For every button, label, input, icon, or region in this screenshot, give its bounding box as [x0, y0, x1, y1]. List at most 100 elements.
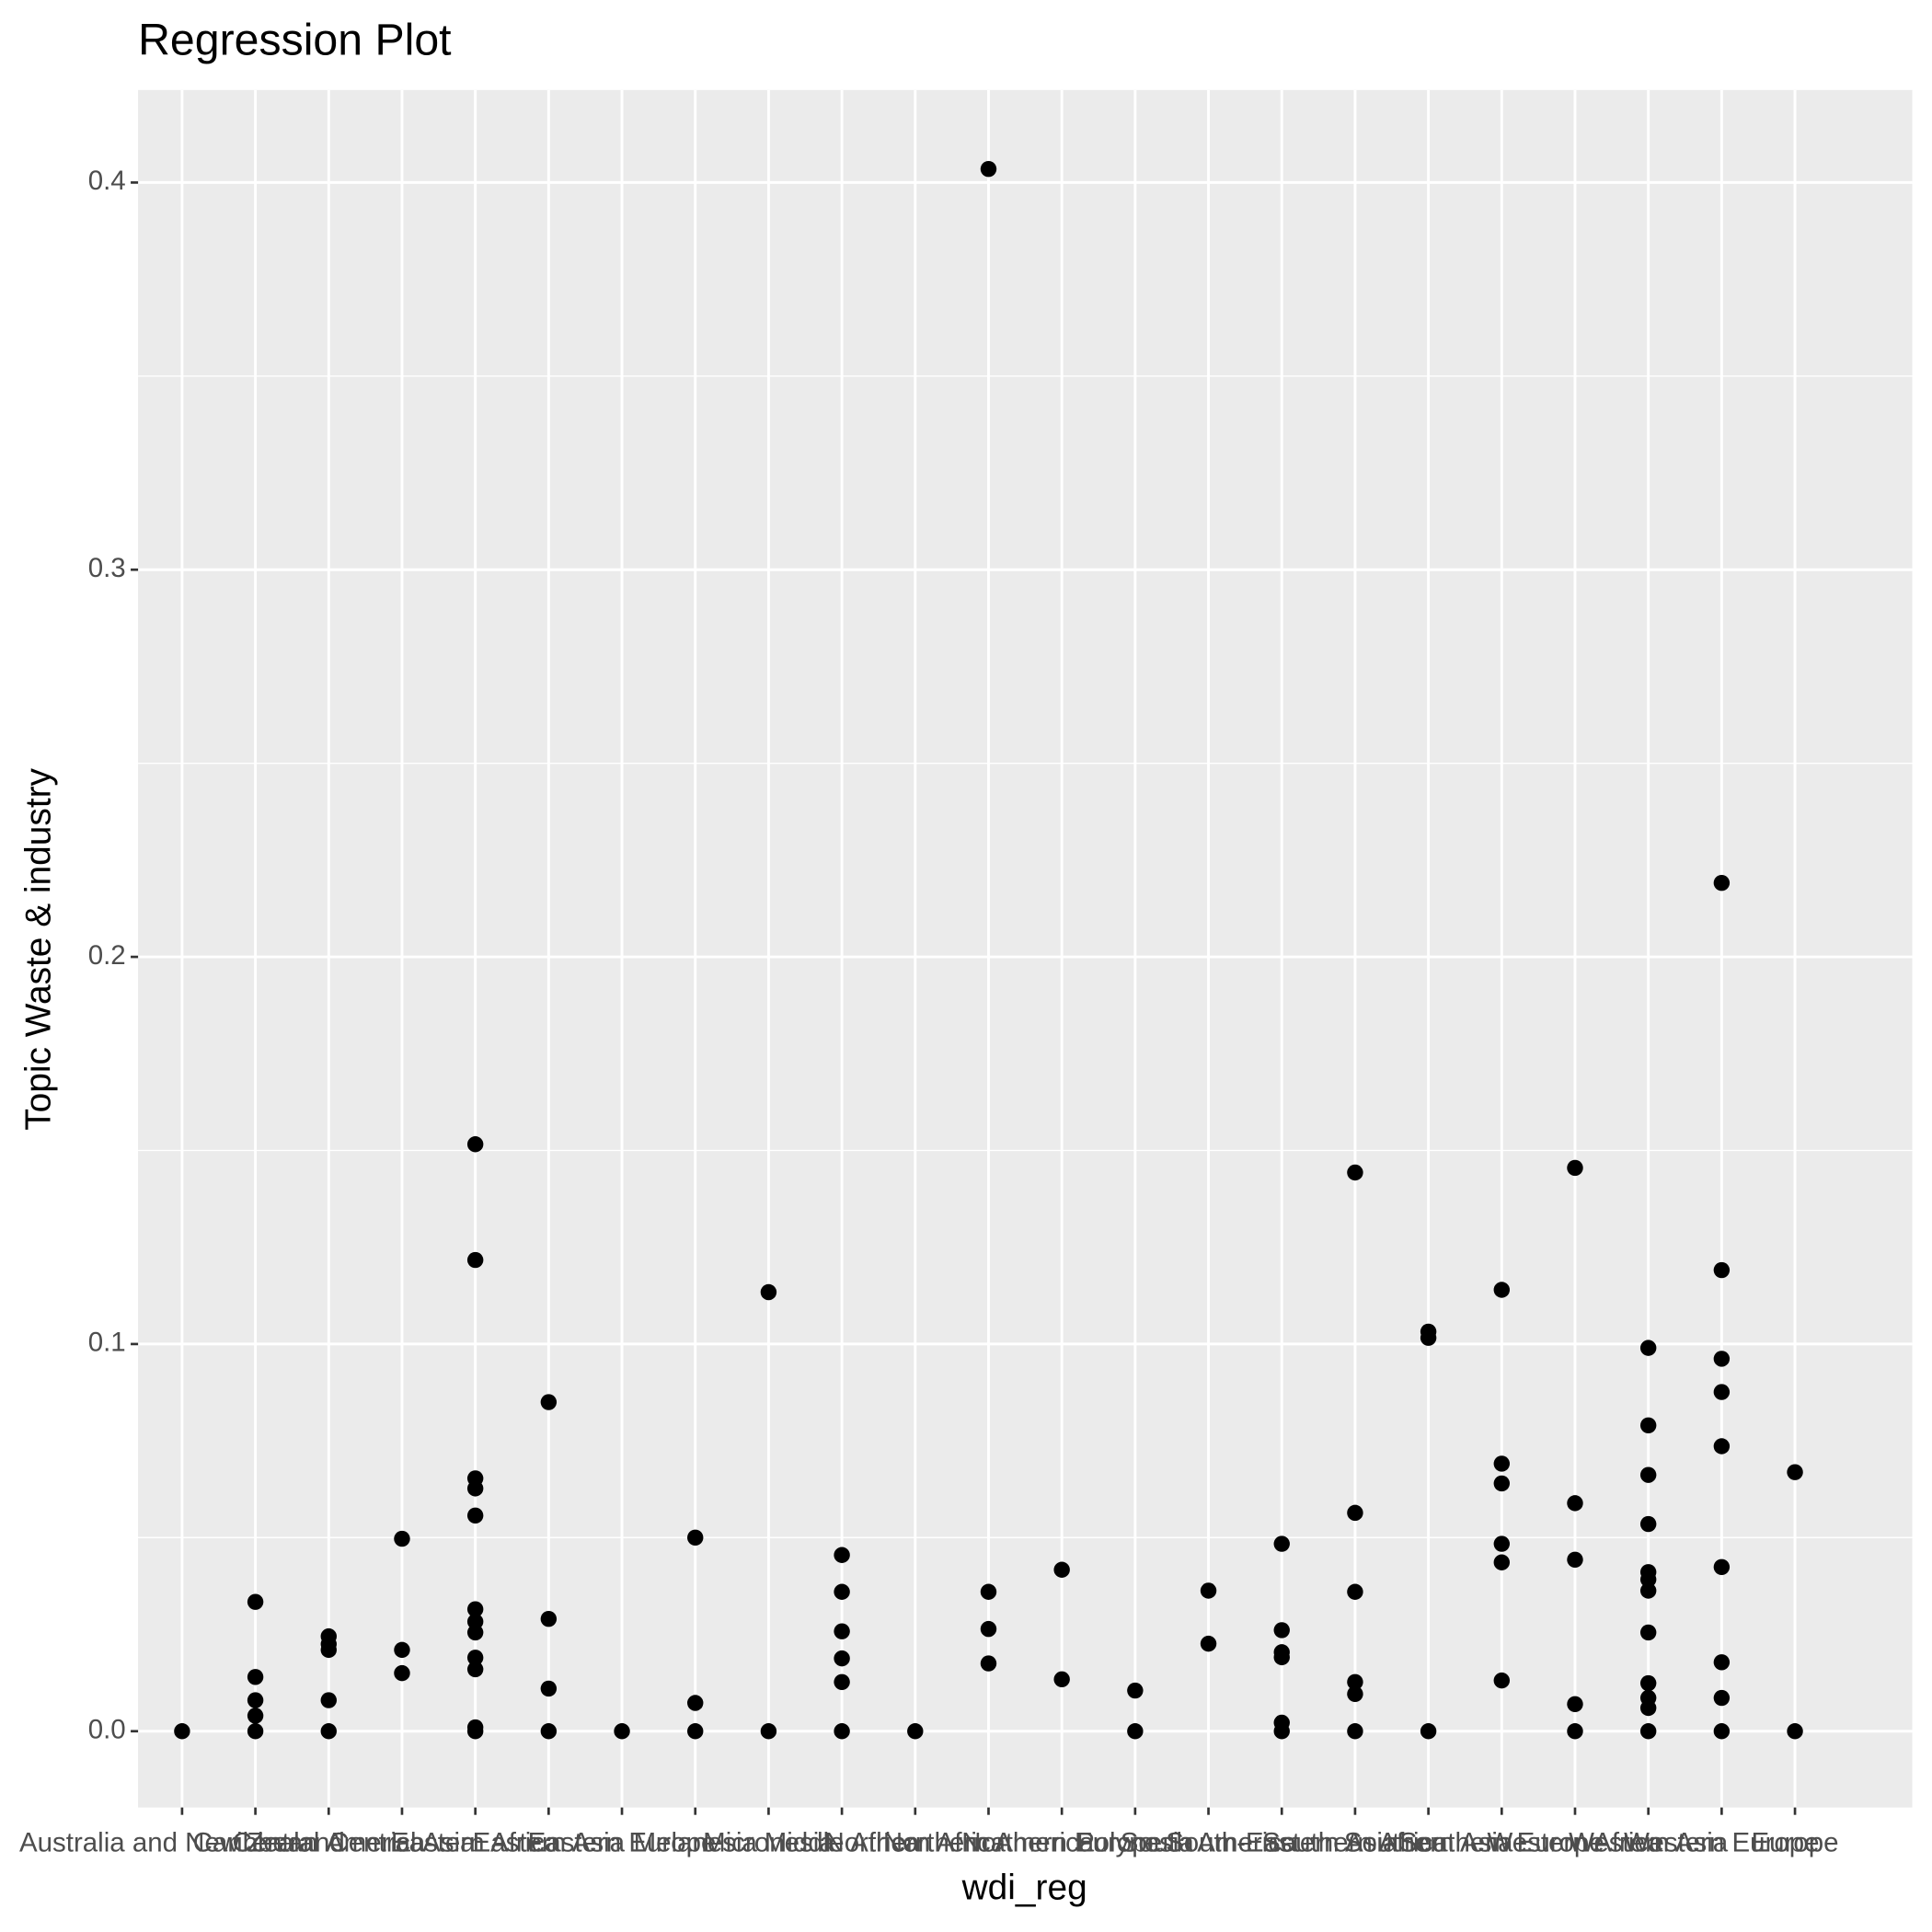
point [760, 1283, 777, 1301]
point [466, 1480, 484, 1497]
point [1639, 1723, 1657, 1740]
point [247, 1723, 264, 1740]
point [1713, 1654, 1731, 1671]
x-tick-label: Central Asia [329, 1828, 476, 1858]
point [1567, 1551, 1583, 1569]
point [320, 1692, 337, 1708]
point [1273, 1622, 1290, 1639]
y-tick-label: 0.4 [88, 166, 126, 196]
point [760, 1723, 777, 1740]
point [1639, 1571, 1657, 1588]
point [907, 1723, 924, 1740]
point [1200, 1635, 1217, 1652]
point [687, 1723, 704, 1740]
point [1347, 1504, 1363, 1522]
point [466, 1136, 484, 1153]
point [834, 1723, 850, 1740]
point [1639, 1466, 1657, 1483]
x-tick-label: Northern America [883, 1828, 1095, 1858]
point [540, 1680, 558, 1697]
y-tick-label: 0.2 [88, 940, 126, 971]
point [1713, 1351, 1731, 1367]
axes: 0.0 0.1 0.2 0.3 0.4 Australia and New Zealand… [19, 166, 1839, 1857]
points [174, 160, 1803, 1740]
point [466, 1650, 484, 1666]
point [1639, 1699, 1657, 1717]
point [687, 1695, 704, 1711]
point [1713, 874, 1731, 891]
point [980, 1655, 997, 1672]
point [466, 1507, 484, 1524]
x-axis-title: wdi_reg [961, 1869, 1087, 1908]
point [1347, 1673, 1363, 1691]
point [1713, 1723, 1731, 1740]
point [247, 1669, 264, 1685]
panel-background [138, 89, 1913, 1808]
point [1347, 1164, 1363, 1181]
point [1639, 1674, 1657, 1692]
point [1493, 1282, 1511, 1298]
x-tick-label: Western Europe [1624, 1828, 1819, 1858]
x-tick-label: Eastern Europe [528, 1828, 717, 1858]
point [980, 160, 997, 178]
point [687, 1529, 704, 1547]
x-tick-label: Micronesia [703, 1828, 834, 1858]
point [1493, 1672, 1511, 1689]
point [466, 1251, 484, 1269]
point [1053, 1671, 1070, 1688]
point [320, 1641, 337, 1659]
y-tick-label: 0.0 [88, 1715, 126, 1745]
point [1347, 1723, 1363, 1740]
point [1567, 1159, 1583, 1177]
point [247, 1708, 264, 1724]
point [1493, 1554, 1511, 1570]
x-tick-label: Polynesia [1076, 1828, 1194, 1858]
point [1420, 1723, 1437, 1740]
point [1420, 1329, 1437, 1346]
x-tick-label: Southern Africa [1262, 1828, 1448, 1858]
point [1567, 1696, 1583, 1712]
point [466, 1624, 484, 1641]
point [394, 1530, 410, 1547]
point [980, 1583, 997, 1600]
point [1639, 1582, 1657, 1599]
point [1567, 1723, 1583, 1740]
point [1567, 1495, 1583, 1512]
point [1200, 1582, 1217, 1599]
point [1273, 1535, 1290, 1552]
x-tick-label: Eastern Asia [473, 1828, 626, 1858]
point [1787, 1723, 1803, 1740]
y-tick-label: 0.1 [88, 1328, 126, 1358]
point [1347, 1685, 1363, 1703]
point [1713, 1689, 1731, 1707]
grid [138, 89, 1913, 1808]
point [174, 1723, 190, 1740]
point [540, 1723, 558, 1740]
point [1639, 1417, 1657, 1433]
x-tick-label: Western Asia [1569, 1828, 1729, 1858]
point [1273, 1649, 1290, 1666]
x-tick-label: South-Eastern Asia [1166, 1828, 1398, 1858]
point [1713, 1558, 1731, 1576]
point [320, 1723, 337, 1740]
point [466, 1661, 484, 1678]
point [834, 1623, 850, 1639]
point [834, 1547, 850, 1563]
point [1493, 1455, 1511, 1472]
x-tick-label: Southern Asia [1344, 1828, 1513, 1858]
point [394, 1641, 410, 1659]
point [247, 1593, 264, 1610]
point [1713, 1438, 1731, 1455]
point [1273, 1723, 1290, 1740]
point [1053, 1561, 1070, 1578]
x-tick-label: Western Africa [1487, 1828, 1663, 1858]
point [1639, 1340, 1657, 1356]
point [834, 1650, 850, 1667]
point [1639, 1624, 1657, 1641]
point [1713, 1261, 1731, 1279]
x-tick-label: Northern Africa [825, 1828, 1006, 1858]
x-tick-label: Caribbean [193, 1828, 318, 1858]
point [394, 1664, 410, 1682]
